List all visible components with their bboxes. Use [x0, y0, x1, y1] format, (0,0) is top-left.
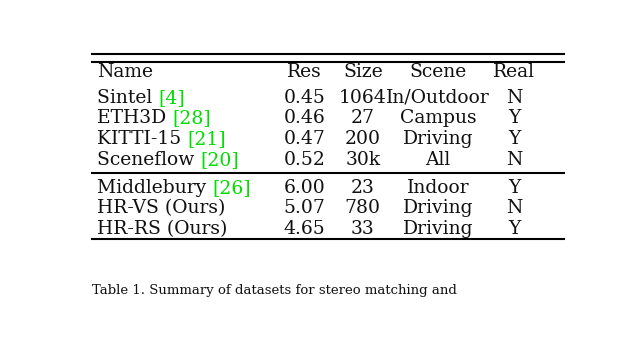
Text: Table 1. Summary of datasets for stereo matching and: Table 1. Summary of datasets for stereo …: [92, 284, 456, 297]
Text: N: N: [506, 151, 522, 169]
Text: 0.47: 0.47: [284, 130, 326, 148]
Text: In/Outdoor: In/Outdoor: [386, 89, 490, 107]
Text: [28]: [28]: [172, 109, 211, 127]
Text: Size: Size: [343, 63, 383, 81]
Text: N: N: [506, 199, 522, 217]
Text: Indoor: Indoor: [407, 179, 469, 197]
Text: Res: Res: [287, 63, 322, 81]
Text: Y: Y: [508, 109, 520, 127]
Text: HR-RS (Ours): HR-RS (Ours): [97, 220, 227, 238]
Text: Campus: Campus: [400, 109, 476, 127]
Text: 200: 200: [345, 130, 381, 148]
Text: [26]: [26]: [212, 179, 251, 197]
Text: Real: Real: [493, 63, 535, 81]
Text: [21]: [21]: [188, 130, 226, 148]
Text: KITTI-15: KITTI-15: [97, 130, 188, 148]
Text: Driving: Driving: [403, 130, 474, 148]
Text: Y: Y: [508, 130, 520, 148]
Text: 5.07: 5.07: [284, 199, 326, 217]
Text: 27: 27: [351, 109, 375, 127]
Text: Y: Y: [508, 220, 520, 238]
Text: 780: 780: [345, 199, 381, 217]
Text: 0.52: 0.52: [284, 151, 326, 169]
Text: Driving: Driving: [403, 199, 474, 217]
Text: N: N: [506, 89, 522, 107]
Text: Name: Name: [97, 63, 153, 81]
Text: ETH3D: ETH3D: [97, 109, 172, 127]
Text: Sintel: Sintel: [97, 89, 158, 107]
Text: Sceneflow: Sceneflow: [97, 151, 200, 169]
Text: 4.65: 4.65: [284, 220, 326, 238]
Text: Driving: Driving: [403, 220, 474, 238]
Text: [4]: [4]: [158, 89, 185, 107]
Text: [20]: [20]: [200, 151, 239, 169]
Text: Scene: Scene: [410, 63, 467, 81]
Text: 0.45: 0.45: [284, 89, 326, 107]
Text: 0.46: 0.46: [284, 109, 326, 127]
Text: 30k: 30k: [346, 151, 380, 169]
Text: Y: Y: [508, 179, 520, 197]
Text: 33: 33: [351, 220, 375, 238]
Text: HR-VS (Ours): HR-VS (Ours): [97, 199, 225, 217]
Text: All: All: [426, 151, 451, 169]
Text: 23: 23: [351, 179, 375, 197]
Text: 6.00: 6.00: [284, 179, 326, 197]
Text: 1064: 1064: [339, 89, 387, 107]
Text: Middlebury: Middlebury: [97, 179, 212, 197]
